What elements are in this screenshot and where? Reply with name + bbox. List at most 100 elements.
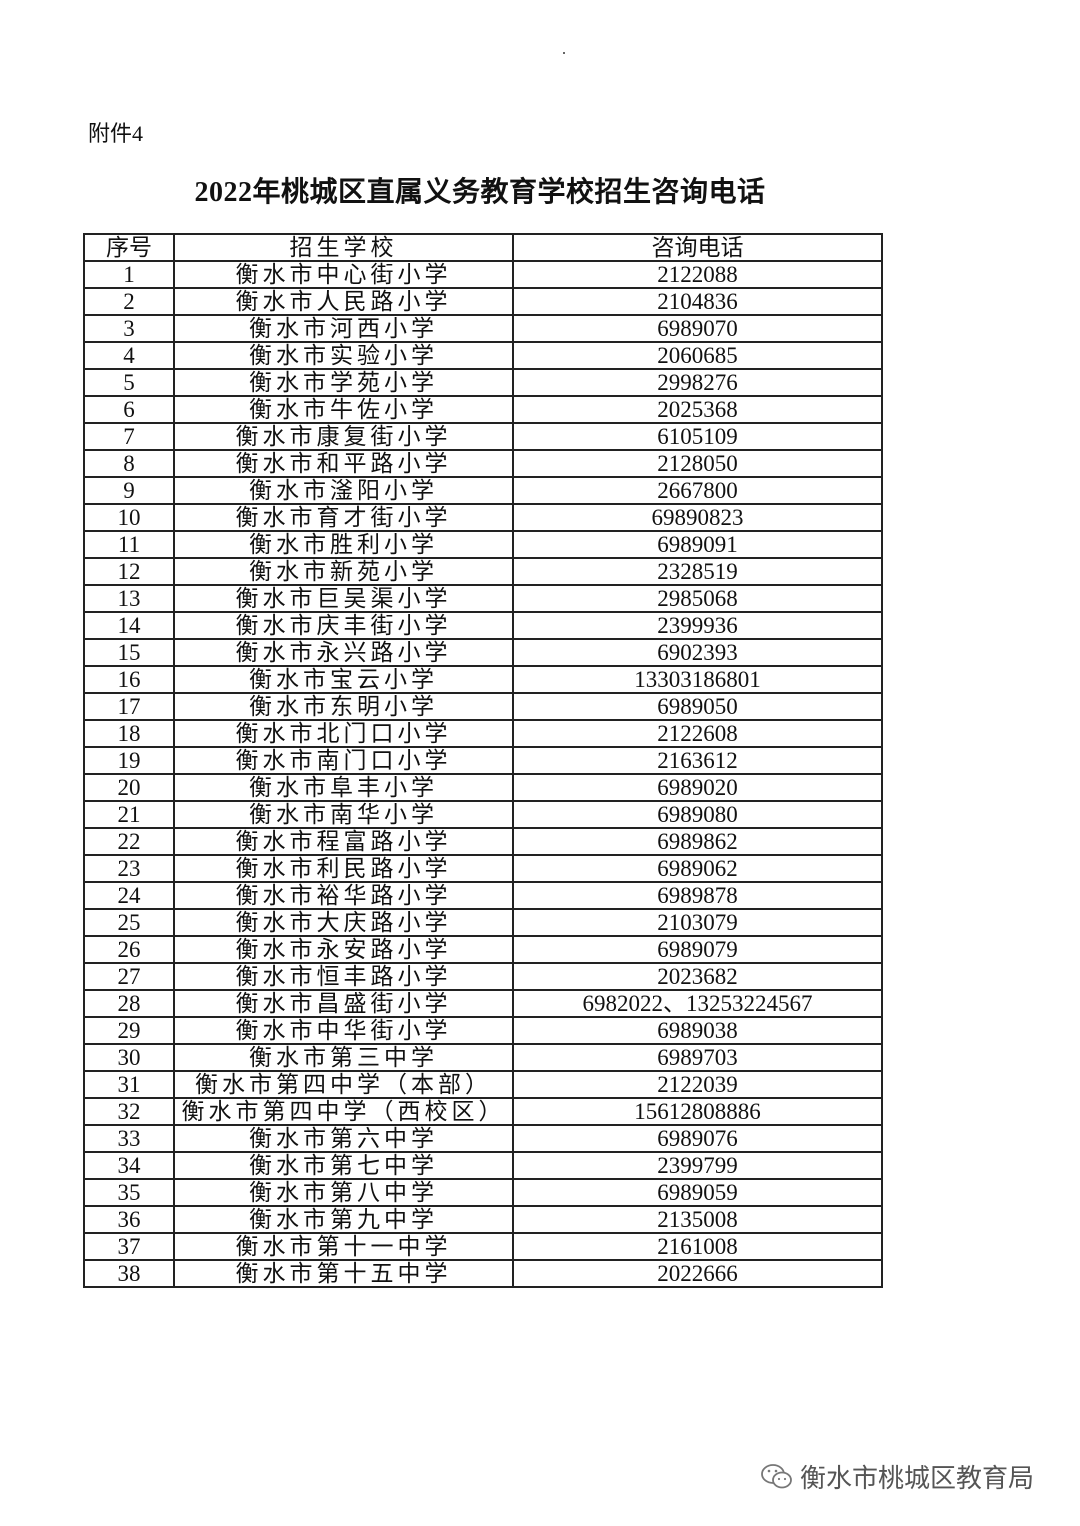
index-cell: 2 (83, 287, 175, 316)
watermark-text: 衡水市桃城区教育局 (800, 1464, 1035, 1494)
table-row: 25 衡水市大庆路小学 2103079 (83, 908, 883, 937)
index-cell: 16 (83, 665, 175, 694)
table-row: 23 衡水市利民路小学 6989062 (83, 854, 883, 883)
phone-cell: 6902393 (512, 638, 883, 667)
phone-cell: 6989070 (512, 314, 883, 343)
phone-cell: 15612808886 (512, 1097, 883, 1126)
school-cell: 衡水市第四中学（西校区） (173, 1097, 514, 1126)
school-cell: 衡水市学苑小学 (173, 368, 514, 397)
index-cell: 13 (83, 584, 175, 613)
index-cell: 34 (83, 1151, 175, 1180)
phone-cell: 6105109 (512, 422, 883, 451)
index-cell: 5 (83, 368, 175, 397)
school-cell: 衡水市庆丰街小学 (173, 611, 514, 640)
phone-cell: 2163612 (512, 746, 883, 775)
header-school: 招生学校 (173, 233, 514, 262)
phone-cell: 2025368 (512, 395, 883, 424)
phone-cell: 2022666 (512, 1259, 883, 1288)
attachment-label: 附件4 (88, 121, 144, 146)
table-row: 13 衡水市巨吴渠小学 2985068 (83, 584, 883, 613)
phone-cell: 6989062 (512, 854, 883, 883)
school-cell: 衡水市第十五中学 (173, 1259, 514, 1288)
phone-cell: 2998276 (512, 368, 883, 397)
index-cell: 32 (83, 1097, 175, 1126)
table-row: 5 衡水市学苑小学 2998276 (83, 368, 883, 397)
table-row: 33 衡水市第六中学 6989076 (83, 1124, 883, 1153)
phone-cell: 2104836 (512, 287, 883, 316)
phone-cell: 2161008 (512, 1232, 883, 1261)
table-header-row: 序号 招生学校 咨询电话 (83, 233, 883, 262)
document-title: 2022年桃城区直属义务教育学校招生咨询电话 (194, 177, 766, 208)
index-cell: 36 (83, 1205, 175, 1234)
phone-cell: 2060685 (512, 341, 883, 370)
school-cell: 衡水市裕华路小学 (173, 881, 514, 910)
table-row: 14 衡水市庆丰街小学 2399936 (83, 611, 883, 640)
index-cell: 31 (83, 1070, 175, 1099)
table-row: 6 衡水市牛佐小学 2025368 (83, 395, 883, 424)
phone-cell: 6989050 (512, 692, 883, 721)
school-cell: 衡水市宝云小学 (173, 665, 514, 694)
phone-cell: 2103079 (512, 908, 883, 937)
school-cell: 衡水市第四中学（本部） (173, 1070, 514, 1099)
school-cell: 衡水市中华街小学 (173, 1016, 514, 1045)
table-row: 18 衡水市北门口小学 2122608 (83, 719, 883, 748)
phone-cell: 2399936 (512, 611, 883, 640)
table-row: 8 衡水市和平路小学 2128050 (83, 449, 883, 478)
table-row: 4 衡水市实验小学 2060685 (83, 341, 883, 370)
phone-cell: 2023682 (512, 962, 883, 991)
phone-cell: 2122608 (512, 719, 883, 748)
table-row: 12 衡水市新苑小学 2328519 (83, 557, 883, 586)
phone-cell: 6989020 (512, 773, 883, 802)
index-cell: 4 (83, 341, 175, 370)
table-row: 30 衡水市第三中学 6989703 (83, 1043, 883, 1072)
index-cell: 25 (83, 908, 175, 937)
table-row: 36 衡水市第九中学 2135008 (83, 1205, 883, 1234)
index-cell: 20 (83, 773, 175, 802)
index-cell: 12 (83, 557, 175, 586)
index-cell: 37 (83, 1232, 175, 1261)
phone-cell: 2122088 (512, 260, 883, 289)
header-index: 序号 (83, 233, 175, 262)
index-cell: 18 (83, 719, 175, 748)
school-cell: 衡水市第八中学 (173, 1178, 514, 1207)
phone-cell: 6989059 (512, 1178, 883, 1207)
index-cell: 9 (83, 476, 175, 505)
table-row: 26 衡水市永安路小学 6989079 (83, 935, 883, 964)
index-cell: 19 (83, 746, 175, 775)
phone-cell: 2122039 (512, 1070, 883, 1099)
phone-cell: 2985068 (512, 584, 883, 613)
table-row: 11 衡水市胜利小学 6989091 (83, 530, 883, 559)
phone-cell: 6989079 (512, 935, 883, 964)
school-cell: 衡水市第六中学 (173, 1124, 514, 1153)
index-cell: 38 (83, 1259, 175, 1288)
table-row: 38 衡水市第十五中学 2022666 (83, 1259, 883, 1288)
index-cell: 3 (83, 314, 175, 343)
school-cell: 衡水市中心街小学 (173, 260, 514, 289)
table-row: 16 衡水市宝云小学 13303186801 (83, 665, 883, 694)
school-cell: 衡水市第九中学 (173, 1205, 514, 1234)
index-cell: 29 (83, 1016, 175, 1045)
index-cell: 28 (83, 989, 175, 1018)
index-cell: 21 (83, 800, 175, 829)
phone-cell: 69890823 (512, 503, 883, 532)
table-row: 31 衡水市第四中学（本部） 2122039 (83, 1070, 883, 1099)
school-cell: 衡水市永安路小学 (173, 935, 514, 964)
index-cell: 33 (83, 1124, 175, 1153)
index-cell: 6 (83, 395, 175, 424)
school-cell: 衡水市第七中学 (173, 1151, 514, 1180)
index-cell: 22 (83, 827, 175, 856)
index-cell: 24 (83, 881, 175, 910)
school-cell: 衡水市第十一中学 (173, 1232, 514, 1261)
school-cell: 衡水市永兴路小学 (173, 638, 514, 667)
phone-cell: 6989091 (512, 530, 883, 559)
phone-cell: 6989862 (512, 827, 883, 856)
school-cell: 衡水市程富路小学 (173, 827, 514, 856)
phone-cell: 2399799 (512, 1151, 883, 1180)
table-row: 19 衡水市南门口小学 2163612 (83, 746, 883, 775)
school-cell: 衡水市胜利小学 (173, 530, 514, 559)
table-row: 20 衡水市阜丰小学 6989020 (83, 773, 883, 802)
school-cell: 衡水市北门口小学 (173, 719, 514, 748)
table-row: 32 衡水市第四中学（西校区） 15612808886 (83, 1097, 883, 1126)
school-cell: 衡水市新苑小学 (173, 557, 514, 586)
table-row: 7 衡水市康复街小学 6105109 (83, 422, 883, 451)
